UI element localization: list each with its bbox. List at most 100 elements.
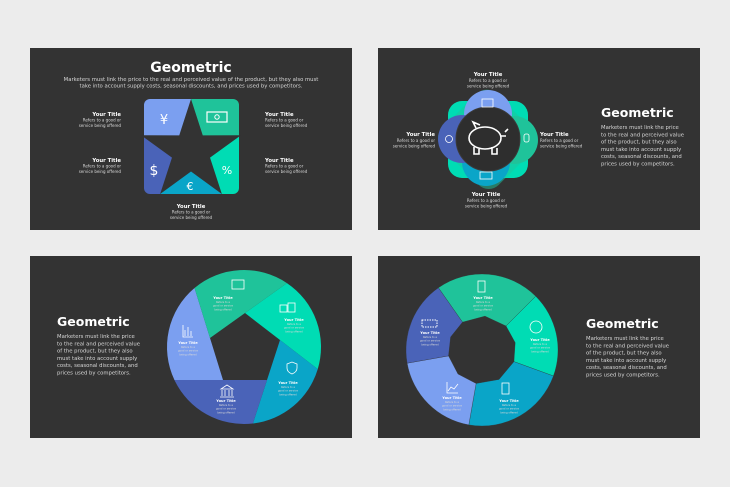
item-desc: being offered [214, 307, 232, 311]
slide-description: Marketers must link the price [586, 336, 664, 342]
euro-icon: € [187, 180, 194, 193]
item-desc: service being offered [540, 144, 583, 149]
item-desc: Refers to a [216, 300, 230, 304]
item-desc: Refers to a good or [172, 210, 211, 215]
item-desc: Refers to a [533, 342, 547, 346]
slide-title: Geometric [57, 314, 130, 329]
item-title: Your Title [212, 296, 233, 300]
pie-chart-icon [529, 320, 543, 334]
bar-chart-icon [182, 325, 193, 338]
item-title: Your Title [529, 338, 550, 342]
item-title: Your Title [405, 132, 435, 138]
pentagon-ring [167, 270, 321, 424]
item-title: Your Title [215, 399, 236, 403]
item-desc: being offered [531, 349, 549, 353]
item-title: Your Title [498, 399, 519, 403]
item-desc: being offered [421, 342, 439, 346]
item-desc: Refers to a good or [265, 164, 304, 169]
item-title: Your Title [91, 158, 121, 164]
percent-icon: % [222, 164, 232, 177]
item-desc: Refers to a [445, 400, 459, 404]
item-title: Your Title [177, 341, 198, 345]
document-icon [477, 280, 486, 293]
item-desc: Refers to a [476, 300, 490, 304]
item-desc: Refers to a good or [397, 138, 436, 143]
item-title: Your Title [176, 204, 206, 210]
slide-description: of the product, but they also [601, 140, 677, 146]
slide-description: costs, seasonal discounts, and [57, 363, 138, 369]
item-desc: Refers to a [181, 345, 195, 349]
item-desc: Refers to a good or [540, 138, 579, 143]
slide-description: prices used by competitors. [57, 371, 131, 377]
slide-title: Geometric [150, 60, 231, 76]
star-shape [141, 99, 241, 194]
item-desc: being offered [474, 307, 492, 311]
slide-title: Geometric [601, 105, 674, 120]
item-desc: Refers to a [423, 335, 437, 339]
ring-segment [406, 355, 477, 426]
ring-segment [252, 340, 318, 424]
credit-card-icon [479, 171, 493, 180]
item-title: Your Title [264, 112, 294, 118]
coins-icon [279, 304, 288, 313]
slide-description: prices used by competitors. [601, 162, 675, 168]
item-desc: being offered [443, 407, 461, 411]
ring-segment [405, 287, 463, 364]
slide-description: of the product, but they also [57, 349, 133, 355]
ring-segment [167, 287, 223, 380]
yen-icon: ¥ [160, 113, 168, 128]
item-desc: being offered [500, 410, 518, 414]
shield-lock-icon [286, 361, 298, 375]
item-desc: Refers to a [281, 385, 295, 389]
dollar-icon: $ [150, 163, 159, 179]
calculator-icon [501, 382, 510, 395]
item-title: Your Title [473, 72, 503, 78]
item-desc: service being offered [170, 215, 213, 220]
slide-description: must take into account supply [57, 356, 137, 362]
bank-icon [219, 384, 235, 398]
slide-title: Geometric [586, 316, 659, 331]
item-desc: service being offered [265, 123, 308, 128]
item-desc: Refers to a [219, 403, 233, 407]
item-desc: service being offered [79, 169, 122, 174]
slide-1-star[interactable]: Geometric Marketers must link the price t… [30, 48, 352, 230]
banknote-icon [206, 111, 228, 123]
item-desc: Refers to a good or [265, 118, 304, 123]
slide-description: to the real and perceived value [601, 132, 684, 138]
item-title: Your Title [441, 396, 462, 400]
slide-description: Marketers must link the price to the rea… [64, 77, 319, 83]
item-desc: good or service [284, 326, 304, 330]
ring-segment [245, 283, 321, 370]
item-desc: good or service [178, 349, 198, 353]
slide-description: must take into account supply [601, 147, 681, 153]
item-desc: good or service [216, 407, 236, 411]
slide-4-ring[interactable]: Your Title Refers to a good or service bein… [378, 256, 700, 438]
ring-segment [174, 380, 267, 424]
slide-3-pentagon-ring[interactable]: Your Title Refers to a good or service bein… [30, 256, 352, 438]
abacus-icon [421, 319, 438, 328]
item-title: Your Title [91, 112, 121, 118]
item-desc: Refers to a good or [83, 118, 122, 123]
item-desc: good or service [278, 389, 298, 393]
wallet-icon [231, 279, 245, 290]
item-desc: good or service [420, 339, 440, 343]
item-desc: Refers to a [287, 322, 301, 326]
coin-icon [445, 135, 453, 143]
slide-2-flower[interactable]: Your Title Refers to a good or service bei… [378, 48, 700, 230]
slide-description: Marketers must link the price [57, 334, 135, 340]
slide-description: prices used by competitors. [586, 373, 660, 379]
item-desc: good or service [213, 304, 233, 308]
